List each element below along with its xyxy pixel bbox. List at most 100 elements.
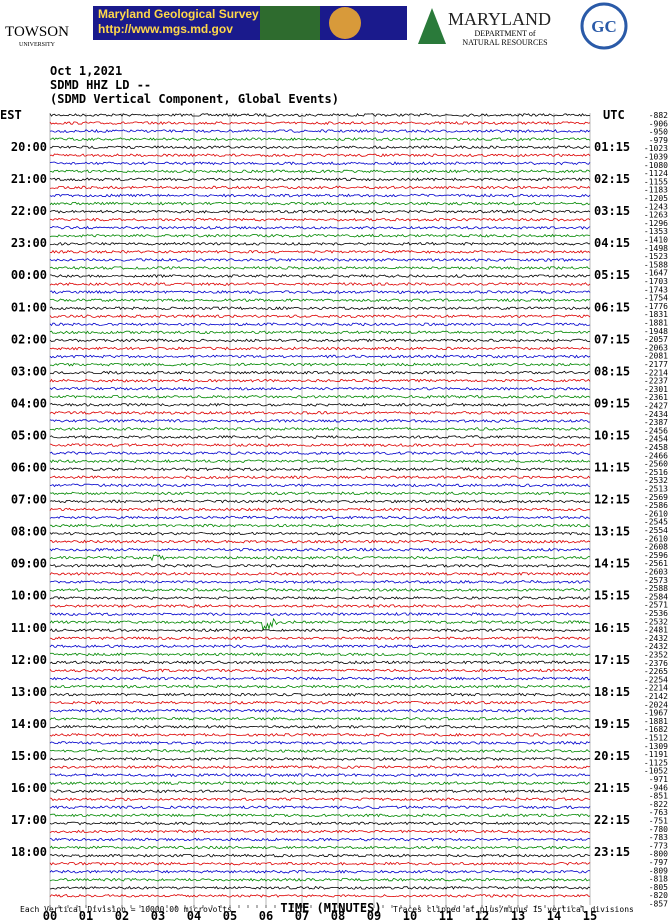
trace	[49, 362, 591, 367]
trace-offset: -2561	[644, 559, 668, 568]
trace-offset: -1263	[644, 211, 668, 220]
trace-offset: -1191	[644, 750, 668, 759]
trace	[49, 402, 591, 407]
trace	[49, 249, 591, 254]
trace-offset: -1124	[644, 169, 668, 178]
x-tick-label: 15	[583, 909, 597, 923]
trace	[49, 378, 591, 383]
trace-offset: -1155	[644, 177, 668, 186]
right-hour: 22:15	[594, 813, 630, 827]
trace-offset: -2571	[644, 601, 668, 610]
trace	[49, 386, 590, 391]
trace	[49, 185, 591, 190]
x-tick-label: 05	[223, 909, 237, 923]
trace	[49, 781, 591, 786]
right-hour: 04:15	[594, 236, 630, 250]
trace-offset: -1754	[644, 294, 668, 303]
trace	[49, 137, 591, 142]
x-tick-label: 14	[547, 909, 561, 923]
left-hour: 03:00	[11, 364, 47, 378]
trace-offset: -1039	[644, 153, 668, 162]
trace-offset: -1125	[644, 758, 668, 767]
trace	[49, 845, 591, 850]
trace-offset: -1588	[644, 260, 668, 269]
trace-offset: -1881	[644, 319, 668, 328]
trace	[49, 531, 591, 536]
trace-offset: -2301	[644, 385, 668, 394]
trace-offset: -2569	[644, 493, 668, 502]
right-hour: 23:15	[594, 845, 630, 859]
right-hour: 17:15	[594, 653, 630, 667]
trace-offset: -979	[649, 136, 668, 145]
right-hour: 19:15	[594, 717, 630, 731]
trace-offset: -1948	[644, 327, 668, 336]
trace-offset: -1967	[644, 709, 668, 718]
x-tick-label: 02	[115, 909, 129, 923]
trace	[49, 579, 591, 584]
trace	[49, 314, 591, 319]
trace-offset: -2454	[644, 435, 668, 444]
left-hour: 18:00	[11, 845, 47, 859]
x-tick-label: 06	[259, 909, 273, 923]
trace	[49, 322, 591, 327]
x-tick-label: 10	[403, 909, 417, 923]
mgs-rings	[329, 7, 361, 39]
trace	[49, 298, 591, 303]
trace	[49, 587, 591, 592]
right-hour: 03:15	[594, 204, 630, 218]
trace-offset: -2458	[644, 443, 668, 452]
trace-offset: -751	[649, 817, 668, 826]
trace	[49, 153, 591, 158]
trace-offset: -773	[649, 841, 668, 850]
trace-offset: -2427	[644, 402, 668, 411]
trace-offset: -2352	[644, 651, 668, 660]
mgs-title: Maryland Geological Survey	[98, 7, 259, 21]
trace-offset: -1023	[644, 144, 668, 153]
trace	[49, 893, 591, 898]
trace-offset: -2177	[644, 360, 668, 369]
trace-offset: -2603	[644, 568, 668, 577]
trace	[49, 306, 591, 311]
trace-offset: -2610	[644, 509, 668, 518]
trace	[49, 475, 591, 480]
right-hour: 21:15	[594, 781, 630, 795]
trace-offset: -1703	[644, 277, 668, 286]
trace	[49, 338, 591, 343]
trace-offset: -797	[649, 858, 668, 867]
clip-note: Traces clipped at plus/minus 15 vertical…	[393, 905, 634, 914]
right-hour: 16:15	[594, 621, 630, 635]
right-hour: 15:15	[594, 589, 630, 603]
left-hour: 06:00	[11, 461, 47, 475]
trace-offset: -906	[649, 119, 668, 128]
trace	[49, 258, 591, 262]
trace-offset: -1881	[644, 717, 668, 726]
trace-offset: -805	[649, 883, 668, 892]
trace-offset: -2142	[644, 692, 668, 701]
right-zone: UTC	[603, 108, 625, 122]
right-hour: 06:15	[594, 300, 630, 314]
trace-offset: -800	[649, 850, 668, 859]
trace	[49, 225, 591, 230]
trace-offset: -1682	[644, 725, 668, 734]
trace-offset: -2610	[644, 534, 668, 543]
trace	[49, 354, 591, 359]
trace-offset: -950	[649, 128, 668, 137]
trace-offset: -2588	[644, 584, 668, 593]
trace-offset: -2434	[644, 410, 668, 419]
trace	[49, 684, 590, 689]
trace	[49, 330, 591, 335]
trace	[49, 467, 591, 472]
right-hour: 20:15	[594, 749, 630, 763]
trace	[49, 885, 591, 890]
trace-offset: -2237	[644, 377, 668, 386]
towson-sub: UNIVERSITY	[19, 42, 56, 48]
trace	[49, 241, 590, 246]
trace-offset: -1052	[644, 767, 668, 776]
trace	[49, 346, 591, 351]
left-hour: 01:00	[11, 300, 47, 314]
trace	[49, 265, 591, 270]
trace	[49, 748, 591, 753]
trace	[49, 708, 591, 713]
x-tick-label: 00	[43, 909, 57, 923]
trace	[49, 161, 591, 166]
